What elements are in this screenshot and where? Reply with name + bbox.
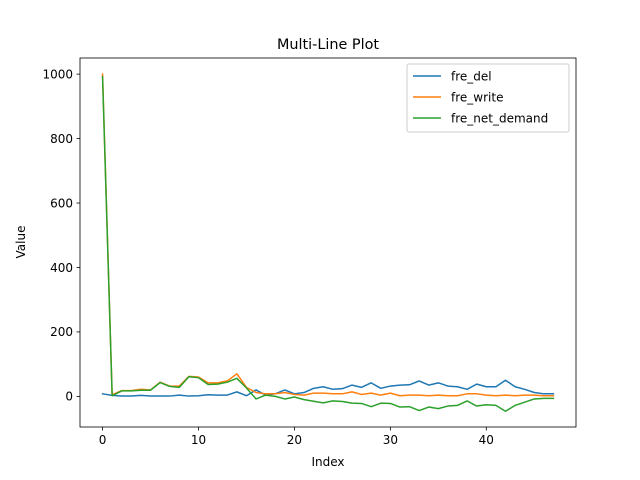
chart-title: Multi-Line Plot [277,37,379,53]
y-tick-label: 1000 [42,67,73,81]
x-tick-label: 30 [383,433,398,447]
series-line-fre_write [101,73,555,397]
y-tick-label: 400 [50,261,73,275]
y-tick-label: 800 [50,132,73,146]
series-layer [101,73,555,412]
x-axis-ticks: 0 10 20 30 40 [99,427,494,447]
y-axis-label: Value [14,226,28,259]
series-line-fre_net_demand [101,75,555,412]
x-tick-label: 40 [479,433,494,447]
y-tick-label: 200 [50,325,73,339]
x-tick-label: 10 [191,433,206,447]
x-axis-label: Index [311,455,344,469]
plot-frame [79,57,577,428]
legend-box [406,63,570,133]
y-tick-label: 0 [65,390,73,404]
legend-label-fre_write: fre_write [451,90,503,104]
x-tick-label: 20 [287,433,302,447]
x-tick-label: 0 [99,433,107,447]
legend: fre_del fre_write fre_net_demand [406,63,570,133]
series-line-fre_del [101,379,555,397]
y-axis-ticks: 0 200 400 600 800 1000 [42,67,80,404]
legend-label-fre_net_demand: fre_net_demand [451,111,548,125]
legend-label-fre_del: fre_del [451,69,492,83]
y-tick-label: 600 [50,196,73,210]
plot-area [79,57,577,428]
